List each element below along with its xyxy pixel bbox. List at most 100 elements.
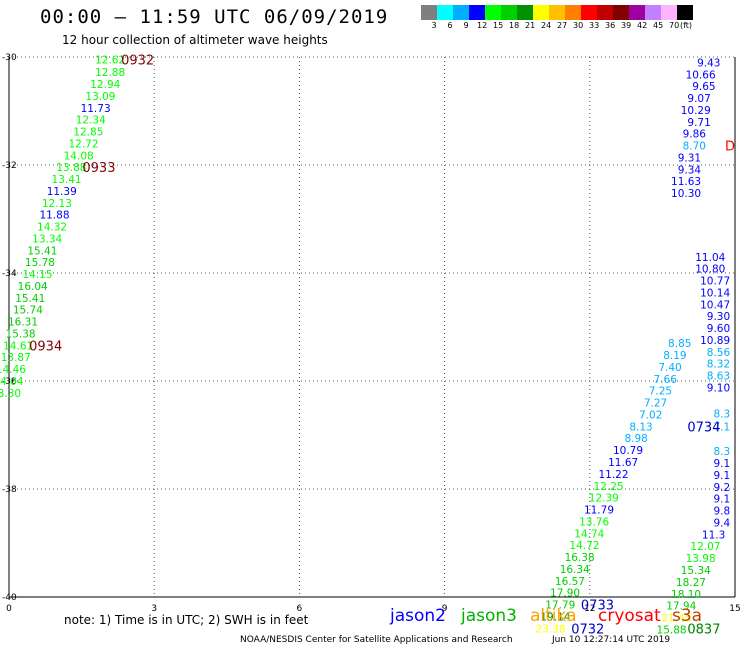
- wave-height-value: 8.19: [663, 350, 686, 362]
- wave-height-value: 11.39: [47, 186, 77, 198]
- wave-height-value: 11.67: [608, 457, 638, 469]
- wave-height-value: 7.02: [639, 409, 662, 421]
- legend-jason3: jason3: [461, 606, 517, 626]
- wave-height-value: 7.25: [649, 386, 672, 398]
- wave-height-value: 9.07: [687, 93, 710, 105]
- color-scale-label: 42: [637, 21, 648, 30]
- color-swatch: [661, 5, 677, 20]
- wave-height-value: 10.79: [613, 445, 643, 457]
- wave-height-value: 15.38: [6, 328, 36, 340]
- wave-height-readings: 12.6212.8812.9413.0911.7312.3412.8512.72…: [0, 55, 730, 637]
- wave-height-value: 14.32: [37, 222, 67, 234]
- wave-height-value: 16.38: [565, 552, 595, 564]
- wave-height-value: 17.90: [550, 588, 580, 600]
- wave-height-value: 9.30: [707, 311, 730, 323]
- x-tick-label: 3: [151, 604, 157, 614]
- pass-time-label: 0837: [687, 622, 720, 637]
- page-title: 00:00 – 11:59 UTC 06/09/2019: [40, 6, 389, 28]
- wave-height-value: 10.29: [681, 105, 711, 117]
- y-tick-label: -30: [2, 53, 17, 63]
- color-swatch: [597, 5, 613, 20]
- wave-height-value: 15.41: [27, 245, 57, 257]
- lat-lon-grid: [8, 56, 736, 598]
- wave-height-value: 10.30: [671, 188, 701, 200]
- wave-height-value: 16.04: [18, 281, 48, 293]
- wave-height-value: 15.41: [15, 293, 45, 305]
- color-swatch: [581, 5, 597, 20]
- wave-height-value: 14.61: [3, 340, 33, 352]
- wave-height-value: 9.1: [713, 494, 730, 506]
- pass-time-labels: 0932 0933 0934 0734 0733 0732 0837 D: [29, 54, 735, 638]
- wave-height-value: 10.47: [700, 299, 730, 311]
- pass-time-label: 0734: [687, 420, 720, 435]
- wave-height-value: 13.30: [0, 388, 21, 400]
- wave-height-value: 8.85: [668, 338, 691, 350]
- wave-height-value: 12.13: [42, 198, 72, 210]
- axis-tick-labels: 0 3 6 9 12 15 -30 -32 -34 -36 -38 -40: [2, 53, 740, 614]
- wave-height-value: 8.63: [707, 371, 730, 383]
- wave-height-value: 7.40: [658, 362, 681, 374]
- wave-height-value: 11.63: [671, 176, 701, 188]
- color-swatch: [437, 5, 453, 20]
- color-swatch: [677, 5, 693, 20]
- track-far-right-track: 8.37.18.39.19.19.29.19.89.411.312.0713.9…: [657, 408, 731, 636]
- color-swatch: [421, 5, 437, 20]
- wave-height-value: 11.3: [702, 529, 725, 541]
- wave-height-value: 7.66: [654, 374, 678, 386]
- wave-height-value: 13.76: [579, 516, 609, 528]
- wave-height-value: 9.1: [713, 458, 730, 470]
- wave-height-value: 15.34: [681, 565, 711, 577]
- color-swatch: [629, 5, 645, 20]
- pass-time-label: 0933: [82, 161, 115, 176]
- wave-height-value: 11.73: [81, 103, 111, 115]
- color-swatch: [565, 5, 581, 20]
- wave-height-value: 13.41: [52, 174, 82, 186]
- map-frame: [8, 57, 736, 598]
- color-scale-label: 3: [431, 21, 437, 30]
- y-tick-label: -34: [2, 269, 17, 279]
- pass-time-label: 0932: [121, 54, 154, 69]
- color-scale-label: 9: [463, 21, 469, 30]
- wave-height-value: 9.8: [713, 506, 730, 518]
- wave-height-value: 12.34: [76, 115, 106, 127]
- wave-height-value: 12.25: [594, 481, 624, 493]
- wave-height-value: 18.27: [676, 577, 706, 589]
- wave-height-value: 10.80: [695, 264, 725, 276]
- wave-height-value: 14.08: [64, 150, 94, 162]
- color-scale-label: 70: [669, 21, 680, 30]
- legend-s3a: s3a: [672, 606, 703, 626]
- wave-height-value: 8.56: [707, 347, 731, 359]
- wave-height-value: 21.45: [661, 613, 691, 625]
- wave-height-value: 15.74: [13, 305, 43, 317]
- wave-height-value: 10.77: [700, 276, 730, 288]
- wave-height-value: 17.94: [666, 601, 696, 613]
- generation-timestamp: Jun 10 12:27:14 UTC 2019: [552, 635, 671, 645]
- wave-height-value: 9.34: [678, 164, 702, 176]
- wave-height-value: 13.09: [85, 91, 115, 103]
- wave-height-value: 15.88: [657, 624, 687, 636]
- color-swatch: [549, 5, 565, 20]
- wave-height-value: 17.79: [545, 600, 575, 612]
- wave-height-value: 13.88: [56, 162, 86, 174]
- color-scale-label: 18: [509, 21, 520, 30]
- color-swatch: [469, 5, 485, 20]
- legend-altika: altika: [530, 606, 577, 626]
- x-tick-label: 12: [584, 604, 595, 614]
- wave-height-value: 9.2: [713, 482, 730, 494]
- wave-height-value: 16.31: [8, 317, 38, 329]
- wave-height-value: 7.1: [713, 421, 730, 433]
- wave-height-value: 11.88: [39, 210, 69, 222]
- color-scale-label: 30: [573, 21, 584, 30]
- color-scale-bar: [421, 5, 693, 20]
- y-tick-label: -40: [2, 593, 17, 603]
- x-tick-label: 0: [6, 604, 12, 614]
- wave-height-value: 9.60: [707, 323, 730, 335]
- pass-time-label: 0732: [571, 622, 604, 637]
- wave-height-value: 9.71: [687, 117, 710, 129]
- wave-height-value: 11.22: [598, 469, 628, 481]
- credit-line: NOAA/NESDIS Center for Satellite Applica…: [240, 635, 513, 645]
- wave-height-value: 9.10: [707, 382, 730, 394]
- wave-height-value: 9.4: [713, 517, 730, 529]
- wave-height-value: 12.72: [68, 138, 98, 150]
- color-swatch: [645, 5, 661, 20]
